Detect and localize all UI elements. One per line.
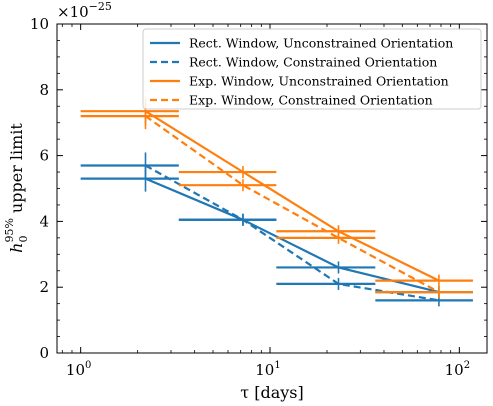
series-line — [144, 110, 440, 282]
series-group — [80, 103, 473, 299]
legend-entries: Rect. Window, Unconstrained Orientation R… — [150, 36, 453, 108]
legend-label: Rect. Window, Unconstrained Orientation — [189, 36, 453, 51]
y-tick-label: 6 — [39, 147, 49, 165]
y-tick-label: 10 — [30, 15, 49, 33]
series-group — [80, 98, 473, 287]
y-tick-label: 2 — [39, 278, 49, 296]
x-tick-label: 101 — [255, 360, 280, 379]
y-tick-label: 0 — [39, 344, 49, 362]
legend-label: Rect. Window, Constrained Orientation — [189, 55, 437, 70]
legend: Rect. Window, Unconstrained Orientation R… — [142, 28, 482, 110]
legend-label: Exp. Window, Unconstrained Orientation — [189, 74, 449, 89]
series-line — [144, 115, 440, 294]
y-axis-label: h095%upper limit — [3, 123, 30, 253]
series-layer — [80, 98, 473, 307]
legend-label: Exp. Window, Constrained Orientation — [189, 93, 433, 108]
x-tick-label: 100 — [66, 360, 91, 379]
y-tick-label: 8 — [39, 81, 49, 99]
axis-layer: 0 2 4 6 8 10 100 101 102 — [30, 15, 487, 379]
x-axis-label: τ [days] — [240, 383, 303, 402]
legend-box — [142, 28, 482, 110]
y-multiplier: ×10−25 — [57, 0, 112, 21]
y-tick-label: 4 — [39, 212, 49, 230]
x-tick-label: 102 — [445, 360, 470, 379]
